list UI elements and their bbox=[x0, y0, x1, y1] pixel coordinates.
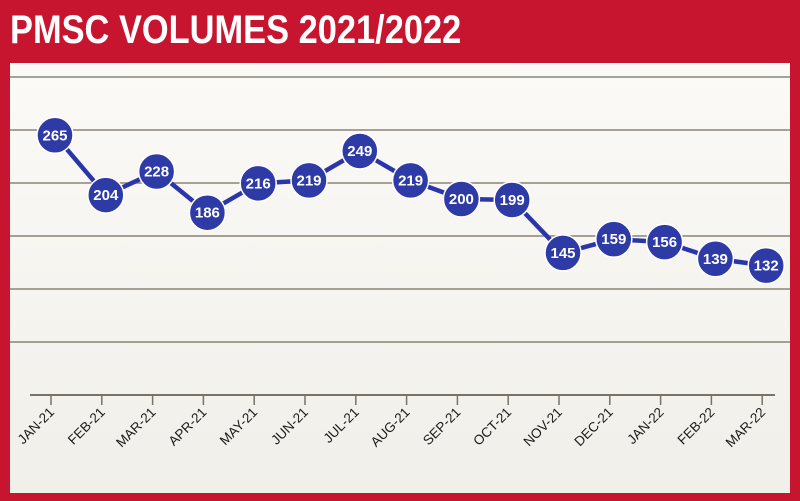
data-point-marker bbox=[137, 152, 176, 191]
data-label: 139 bbox=[703, 251, 728, 268]
x-tick-label: MAY-21 bbox=[217, 405, 261, 449]
x-tick-label: JAN-22 bbox=[624, 405, 666, 447]
data-label: 145 bbox=[550, 245, 575, 262]
data-label: 228 bbox=[144, 164, 169, 181]
data-label: 219 bbox=[296, 172, 321, 189]
x-tick-label: AUG-21 bbox=[368, 405, 413, 450]
data-point-marker bbox=[239, 164, 277, 203]
data-point-marker bbox=[442, 180, 481, 218]
x-tick-label: JAN-21 bbox=[15, 405, 57, 447]
data-point-marker bbox=[87, 176, 125, 214]
x-tick-label: FEB-21 bbox=[65, 405, 108, 448]
chart-title: PMSC VOLUMES 2021/2022 bbox=[10, 8, 462, 52]
x-tick-label: SEP-21 bbox=[420, 405, 464, 449]
data-point-marker bbox=[188, 193, 227, 232]
data-point-marker bbox=[645, 223, 684, 261]
x-tick-label: FEB-22 bbox=[675, 405, 718, 448]
data-point-marker bbox=[595, 220, 633, 258]
data-point-marker bbox=[696, 240, 735, 278]
data-label: 132 bbox=[754, 258, 779, 275]
data-point-marker bbox=[341, 132, 379, 170]
data-label: 249 bbox=[347, 143, 372, 160]
data-label: 219 bbox=[398, 172, 423, 189]
data-label: 265 bbox=[42, 127, 67, 144]
data-point-marker bbox=[493, 181, 531, 219]
x-tick-label: DEC-21 bbox=[571, 405, 616, 450]
x-tick-label: APR-21 bbox=[165, 405, 209, 449]
x-tick-label: MAR-21 bbox=[113, 405, 159, 451]
data-label: 199 bbox=[500, 192, 525, 209]
x-tick-label: JUL-21 bbox=[321, 405, 362, 446]
data-point-marker bbox=[747, 246, 785, 285]
data-point-marker bbox=[544, 234, 582, 272]
line-chart: JAN-21 FEB-21 MAR-21 APR-21 MAY-21 JUN-21 JUL-… bbox=[10, 76, 790, 451]
data-label: 200 bbox=[449, 191, 474, 208]
x-tick-label: OCT-21 bbox=[470, 405, 514, 449]
data-label: 216 bbox=[246, 175, 271, 192]
x-tick-label: MAR-22 bbox=[723, 405, 769, 451]
data-point-marker bbox=[391, 161, 430, 200]
data-label: 156 bbox=[652, 234, 677, 251]
data-point-marker bbox=[290, 161, 328, 200]
data-label: 159 bbox=[601, 231, 626, 248]
data-label: 204 bbox=[93, 187, 119, 204]
x-tick-label: NOV-21 bbox=[521, 405, 566, 450]
x-tick-label: JUN-21 bbox=[268, 405, 311, 448]
plot-panel: JAN-21 FEB-21 MAR-21 APR-21 MAY-21 JUN-21 JUL-… bbox=[10, 63, 790, 493]
data-label: 186 bbox=[195, 205, 220, 222]
data-point-marker bbox=[36, 116, 74, 155]
